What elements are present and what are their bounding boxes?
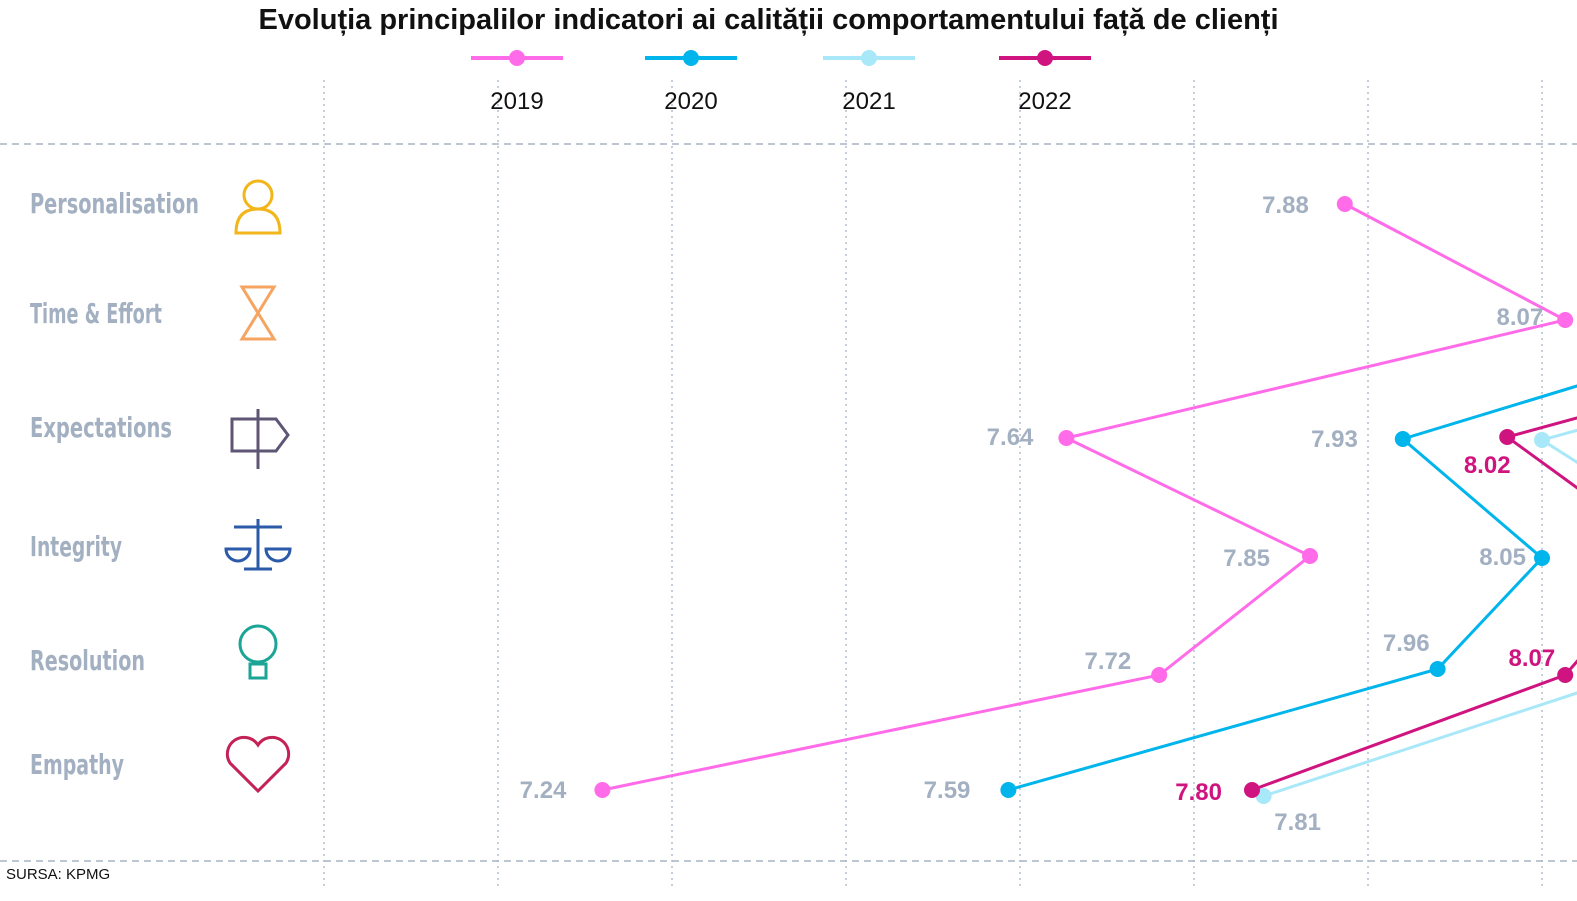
legend-marker bbox=[683, 50, 699, 66]
data-label: 7.59 bbox=[924, 777, 971, 804]
resolution-icon bbox=[238, 624, 278, 680]
data-label: 7.72 bbox=[1084, 648, 1131, 675]
time-effort-icon bbox=[239, 285, 277, 341]
category-label: Expectations bbox=[30, 411, 172, 444]
legend-label: 2019 bbox=[490, 88, 543, 115]
data-point bbox=[1429, 661, 1446, 677]
icon-part bbox=[239, 285, 277, 341]
source-note: SURSA: KPMG bbox=[6, 866, 111, 883]
data-label: 7.88 bbox=[1262, 192, 1309, 219]
data-label: 7.24 bbox=[520, 777, 567, 804]
series-line-2021 bbox=[1263, 428, 1577, 798]
data-point bbox=[1557, 667, 1574, 683]
category-label: Time & Effort bbox=[30, 297, 162, 330]
data-label: 8.05 bbox=[1479, 544, 1526, 571]
data-point bbox=[1534, 550, 1550, 566]
data-point bbox=[1000, 782, 1017, 798]
data-label: 7.64 bbox=[987, 424, 1034, 451]
icon-part bbox=[224, 547, 252, 563]
icon-part bbox=[242, 179, 274, 211]
data-label: 8.07 bbox=[1508, 645, 1555, 672]
legend-label: 2020 bbox=[664, 88, 717, 115]
data-point bbox=[594, 782, 611, 798]
icon-part bbox=[225, 735, 291, 794]
data-point bbox=[1534, 432, 1550, 448]
data-label: 8.02 bbox=[1464, 452, 1511, 479]
category-label: Resolution bbox=[30, 644, 145, 677]
icon-part bbox=[264, 547, 292, 563]
category-label: Personalisation bbox=[30, 187, 199, 220]
data-point bbox=[1499, 429, 1516, 445]
legend-label: 2021 bbox=[842, 88, 895, 115]
series-line-2022 bbox=[1251, 416, 1577, 792]
legend-marker bbox=[509, 50, 525, 66]
data-label: 7.80 bbox=[1175, 779, 1222, 806]
data-point bbox=[1302, 548, 1318, 564]
series-line-2019 bbox=[602, 202, 1570, 792]
icon-part bbox=[230, 417, 290, 453]
data-label: 7.81 bbox=[1274, 809, 1321, 836]
data-label: 7.96 bbox=[1383, 630, 1430, 657]
integrity-icon bbox=[224, 519, 292, 571]
data-point bbox=[1151, 667, 1168, 683]
legend-label: 2022 bbox=[1018, 88, 1071, 115]
expectations-icon bbox=[230, 409, 290, 469]
data-point bbox=[1394, 431, 1411, 447]
data-point bbox=[1058, 430, 1075, 446]
data-label: 7.85 bbox=[1223, 545, 1270, 572]
data-point bbox=[1336, 196, 1353, 212]
data-label: 8.07 bbox=[1496, 304, 1543, 331]
icon-part bbox=[234, 207, 282, 235]
legend-marker bbox=[1037, 50, 1053, 66]
empathy-icon bbox=[225, 735, 291, 794]
icon-part bbox=[248, 662, 268, 680]
chart-title: Evoluția principalilor indicatori ai cal… bbox=[258, 4, 1279, 36]
icon-part bbox=[238, 624, 278, 664]
data-point bbox=[1557, 312, 1574, 328]
legend-marker bbox=[861, 50, 877, 66]
series-line-2020 bbox=[1007, 384, 1577, 792]
data-point bbox=[1244, 782, 1260, 798]
category-label: Empathy bbox=[30, 748, 124, 781]
personalisation-icon bbox=[234, 179, 282, 235]
data-label: 7.93 bbox=[1311, 426, 1358, 453]
category-label: Integrity bbox=[30, 530, 122, 563]
